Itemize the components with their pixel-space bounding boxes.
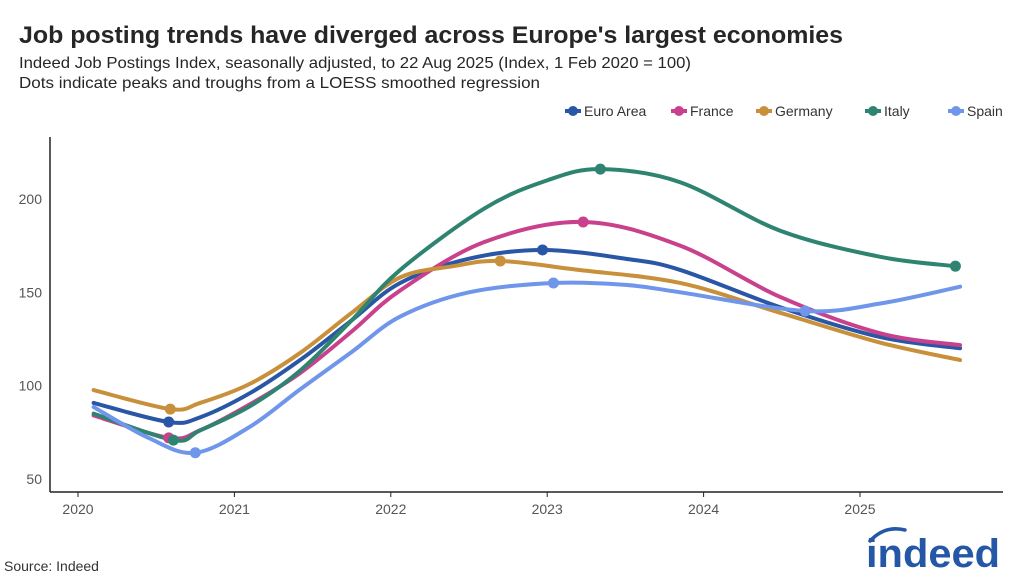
legend-label: Euro Area [584, 103, 646, 119]
line-italy [91, 167, 958, 443]
chart-subtitle: Indeed Job Postings Index, seasonally ad… [19, 55, 691, 72]
dot-spain [189, 447, 201, 459]
legend: Euro Area France Germany Italy Spain [565, 103, 1003, 119]
legend-item-italy: Italy [865, 103, 910, 119]
legend-label: Germany [775, 103, 833, 119]
x-tick-label: 2022 [375, 501, 406, 517]
axes: 50 100 150 200 2020 2021 2022 2023 2024 2025 [19, 137, 1003, 517]
y-tick-label: 50 [26, 471, 42, 487]
legend-dot [759, 106, 769, 116]
legend-item-euro-area: Euro Area [565, 103, 646, 119]
x-tick-label: 2023 [532, 501, 563, 517]
y-tick-label: 150 [19, 284, 43, 300]
x-tick-label: 2025 [844, 501, 875, 517]
legend-dot [568, 106, 578, 116]
dot-euro-area [537, 244, 549, 256]
legend-dot [868, 106, 878, 116]
dot-italy [594, 163, 606, 175]
x-tick-label: 2024 [688, 501, 719, 517]
dot-germany [494, 255, 506, 267]
dot-france [577, 216, 589, 228]
legend-item-spain: Spain [948, 103, 1003, 119]
chart-subtitle-2: Dots indicate peaks and troughs from a L… [19, 75, 540, 92]
source-note: Source: Indeed [4, 558, 99, 574]
legend-label: France [690, 103, 734, 119]
series-lines [91, 167, 963, 455]
y-tick-label: 100 [19, 378, 43, 394]
dot-italy [167, 434, 179, 446]
dot-spain [547, 277, 559, 289]
line-germany [91, 258, 963, 412]
y-tick-label: 200 [19, 191, 43, 207]
legend-item-germany: Germany [756, 103, 833, 119]
legend-dot [951, 106, 961, 116]
legend-dot [674, 106, 684, 116]
legend-label: Spain [967, 103, 1003, 119]
x-tick-label: 2020 [62, 501, 93, 517]
logo-arc [868, 527, 907, 543]
x-tick-label: 2021 [219, 501, 250, 517]
dot-italy [949, 260, 961, 272]
peak-trough-dots [163, 163, 961, 459]
chart-title: Job posting trends have diverged across … [19, 22, 843, 49]
line-spain [91, 280, 963, 455]
legend-item-france: France [671, 103, 734, 119]
indeed-logo: indeed [866, 527, 1000, 576]
dot-euro-area [163, 416, 175, 428]
legend-label: Italy [884, 103, 910, 119]
dot-spain [799, 305, 811, 317]
dot-germany [164, 403, 176, 415]
logo-text: indeed [866, 532, 1000, 576]
